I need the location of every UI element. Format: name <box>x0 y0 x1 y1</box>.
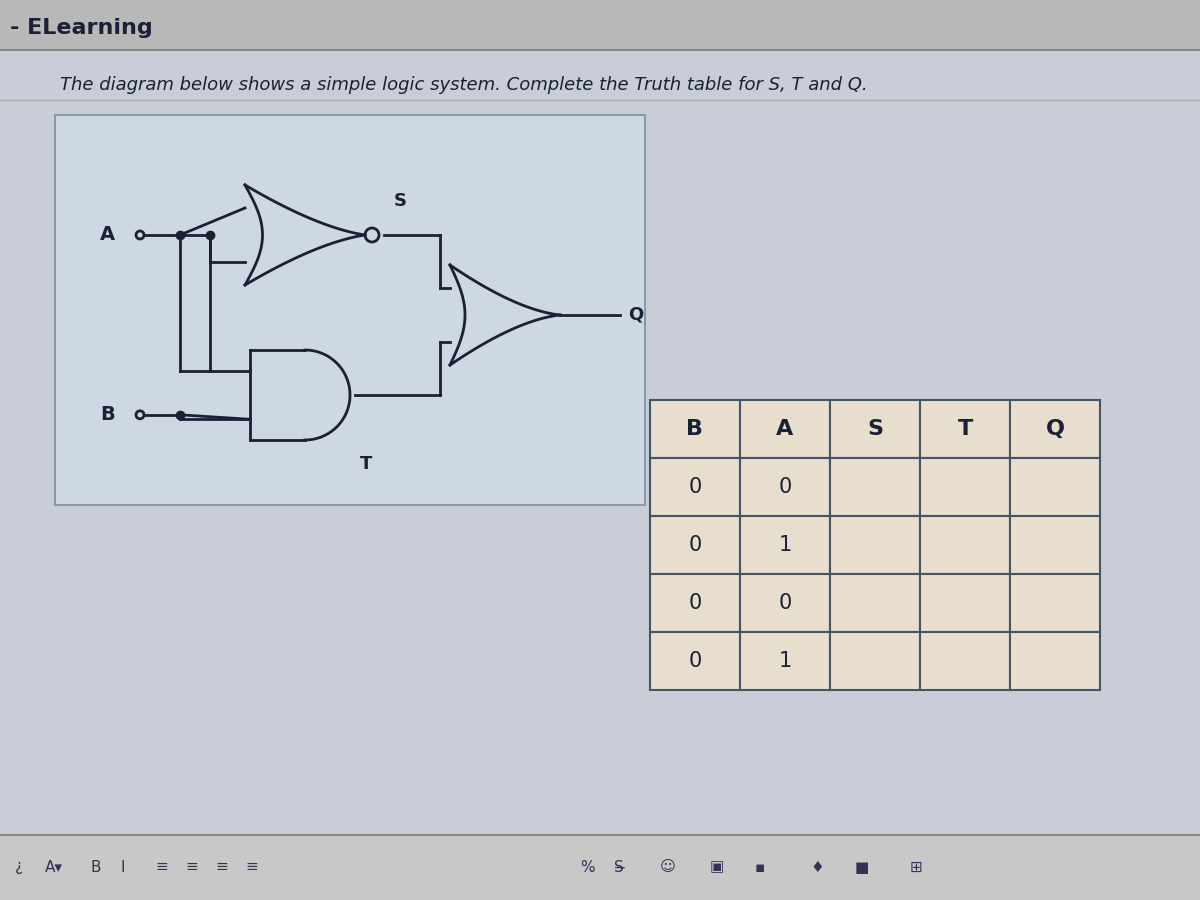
Bar <box>1010 400 1100 458</box>
Bar <box>920 574 1010 632</box>
Bar <box>740 458 830 516</box>
Bar <box>740 400 830 458</box>
Text: ≡: ≡ <box>185 860 198 875</box>
Text: 0: 0 <box>689 651 702 671</box>
Text: ■: ■ <box>854 860 869 875</box>
Text: - ELearning: - ELearning <box>10 18 152 38</box>
Text: Q: Q <box>628 306 643 324</box>
Text: 0: 0 <box>779 593 792 613</box>
Text: T: T <box>958 419 973 439</box>
Text: S: S <box>394 192 407 210</box>
Text: B: B <box>90 860 101 875</box>
Bar <box>650 574 740 632</box>
Bar <box>1010 574 1100 632</box>
Bar <box>920 632 1010 690</box>
Bar <box>0 0 1200 50</box>
Text: ▪: ▪ <box>755 860 766 875</box>
Text: 0: 0 <box>779 477 792 497</box>
Bar <box>650 632 740 690</box>
Bar <box>1010 458 1100 516</box>
Text: 1: 1 <box>779 535 792 555</box>
Bar <box>1010 632 1100 690</box>
Text: ♦: ♦ <box>810 860 823 875</box>
Text: ☺: ☺ <box>660 860 676 875</box>
Text: ≡: ≡ <box>215 860 228 875</box>
Bar <box>650 458 740 516</box>
Bar <box>650 400 740 458</box>
Text: %: % <box>580 860 595 875</box>
Bar <box>920 458 1010 516</box>
Bar <box>740 632 830 690</box>
Text: ¿: ¿ <box>14 860 23 875</box>
Text: ▣: ▣ <box>710 860 725 875</box>
Bar <box>830 458 920 516</box>
Text: A▾: A▾ <box>46 860 64 875</box>
Text: Q: Q <box>1045 419 1064 439</box>
Bar <box>920 400 1010 458</box>
Text: 0: 0 <box>689 593 702 613</box>
Text: ≡: ≡ <box>245 860 258 875</box>
Text: B: B <box>686 419 703 439</box>
Bar <box>650 516 740 574</box>
Bar <box>55 115 646 505</box>
Text: 1: 1 <box>779 651 792 671</box>
Text: The diagram below shows a simple logic system. Complete the Truth table for S, T: The diagram below shows a simple logic s… <box>60 76 868 94</box>
Text: ⊞: ⊞ <box>910 860 923 875</box>
Text: ≡: ≡ <box>155 860 168 875</box>
Bar <box>830 400 920 458</box>
Text: S: S <box>866 419 883 439</box>
Text: 0: 0 <box>689 477 702 497</box>
Text: 0: 0 <box>689 535 702 555</box>
Text: I: I <box>120 860 125 875</box>
Bar <box>740 516 830 574</box>
Bar <box>830 574 920 632</box>
Bar <box>0 835 1200 900</box>
Bar <box>740 574 830 632</box>
Bar <box>1010 516 1100 574</box>
Text: T: T <box>360 455 372 473</box>
Bar <box>830 632 920 690</box>
Text: A: A <box>776 419 793 439</box>
Text: A: A <box>100 226 115 245</box>
Text: B: B <box>101 405 115 424</box>
Bar <box>0 50 1200 835</box>
Bar <box>920 516 1010 574</box>
Text: S̶: S̶ <box>616 860 625 875</box>
Bar <box>830 516 920 574</box>
